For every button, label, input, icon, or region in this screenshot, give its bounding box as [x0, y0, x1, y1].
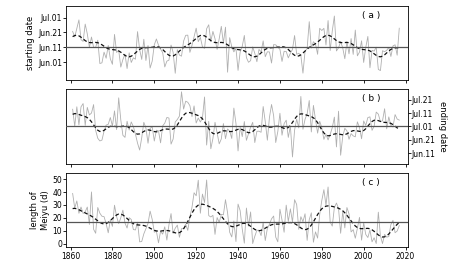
Text: ( c ): ( c ) — [362, 178, 379, 187]
Text: ( a ): ( a ) — [362, 11, 380, 20]
Y-axis label: length of
Meiyu (d): length of Meiyu (d) — [30, 190, 50, 230]
Y-axis label: ending date: ending date — [438, 101, 447, 152]
Text: ( b ): ( b ) — [362, 95, 380, 103]
Y-axis label: starting date: starting date — [27, 16, 36, 70]
